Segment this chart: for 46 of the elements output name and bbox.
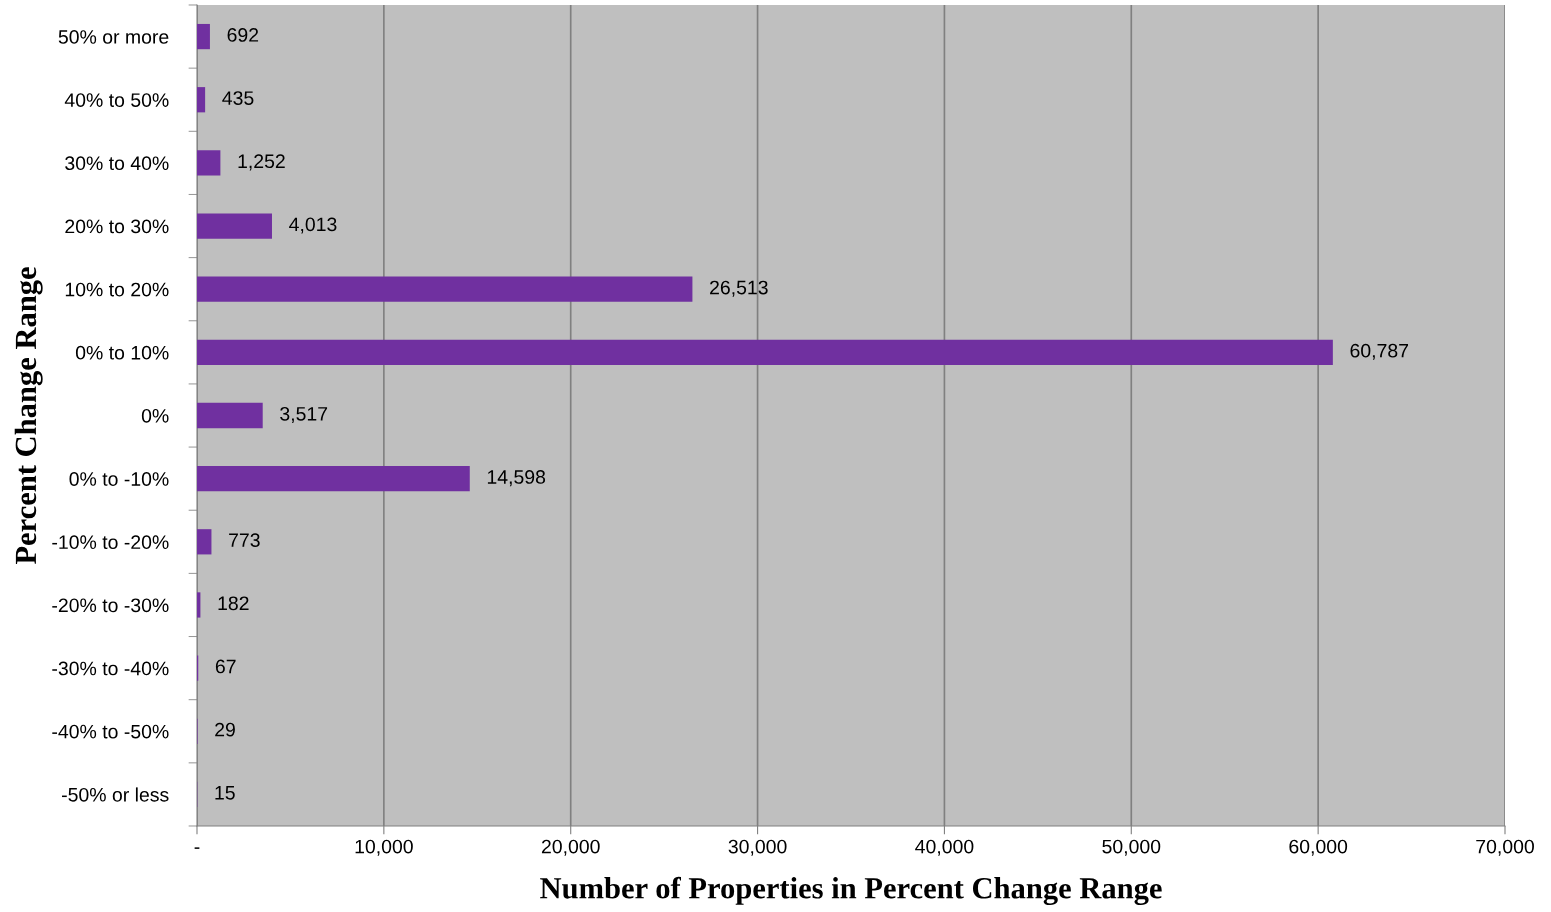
x-tick-label: 60,000	[1289, 839, 1348, 856]
x-tick-label: 30,000	[728, 839, 787, 856]
bar	[197, 466, 470, 492]
y-tick-label: 30% to 40%	[65, 156, 169, 171]
y-tick-label: 0%	[141, 408, 169, 423]
data-label: 435	[222, 91, 254, 105]
data-label: 773	[229, 533, 260, 548]
y-tick-label: 0% to -10%	[69, 472, 169, 486]
x-tick-label: 70,000	[1476, 839, 1534, 856]
x-tick-label: 20,000	[541, 839, 600, 856]
bar	[197, 150, 221, 176]
bar	[197, 592, 201, 618]
bar	[197, 402, 263, 429]
y-tick-label: -20% to -30%	[52, 598, 169, 613]
y-tick-label: -40% to -50%	[52, 724, 169, 739]
x-tick-label: 40,000	[915, 839, 974, 856]
data-label: 3,517	[280, 406, 328, 424]
data-label: 67	[215, 659, 236, 674]
bar	[197, 213, 272, 239]
x-tick-label: 10,000	[355, 839, 413, 856]
x-tick-label: -	[194, 847, 200, 849]
y-tick-label: -50% or less	[62, 787, 169, 802]
data-label: 182	[218, 596, 249, 611]
bar	[197, 276, 693, 302]
y-tick-label: -30% to -40%	[52, 661, 169, 676]
y-tick-label: 0% to 10%	[75, 345, 169, 360]
y-axis-title: Percent Change Range	[14, 267, 43, 565]
bar	[197, 529, 212, 555]
y-tick-label: 40% to 50%	[64, 93, 169, 107]
bar	[197, 339, 1333, 365]
y-tick-label: -10% to -20%	[52, 535, 169, 550]
bar	[197, 87, 206, 113]
y-tick-label: 20% to 30%	[65, 219, 169, 234]
x-tick-label: 50,000	[1102, 839, 1161, 856]
data-label: 14,598	[487, 470, 546, 487]
data-label: 15	[215, 786, 235, 800]
y-tick-label: 50% or more	[58, 30, 169, 44]
data-label: 60,787	[1350, 343, 1409, 360]
data-label: 1,252	[238, 154, 285, 171]
data-label: 692	[227, 28, 259, 42]
data-label: 29	[215, 722, 235, 737]
y-tick-label: 10% to 20%	[65, 282, 169, 297]
bar	[197, 23, 210, 50]
x-axis-title: Number of Properties in Percent Change Range	[540, 876, 1162, 906]
data-label: 4,013	[289, 217, 337, 234]
data-label: 26,513	[710, 280, 768, 297]
